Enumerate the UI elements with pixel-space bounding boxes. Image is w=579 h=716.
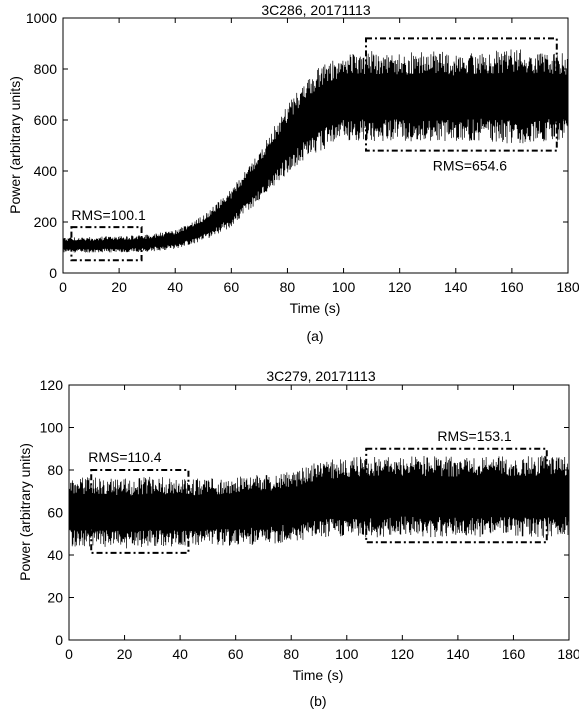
x-tick-label: 60 (224, 279, 240, 295)
panel-b: 3C279, 20171113 RMS=110.4 RMS=153.1 0 20 40… (17, 368, 579, 709)
rms-box (365, 37, 558, 152)
x-tick-label: 60 (228, 646, 244, 662)
rms-label: RMS=654.6 (433, 158, 508, 174)
x-tick-label: 100 (335, 646, 359, 662)
x-axis-label-a: Time (s) (290, 300, 341, 316)
y-tick-label: 40 (47, 547, 63, 563)
rms-label: RMS=100.1 (71, 207, 146, 223)
chart-title-a: 3C286, 20171113 (261, 2, 370, 18)
caption-a: (a) (306, 328, 323, 344)
y-tick-label: 800 (34, 61, 58, 77)
y-tick-label: 80 (47, 462, 63, 478)
y-tick-label: 60 (47, 505, 63, 521)
rms-box (365, 447, 548, 544)
rms-label: RMS=110.4 (88, 449, 161, 465)
x-tick-label: 20 (117, 646, 133, 662)
y-tick-label: 100 (40, 420, 64, 436)
x-tick-label: 140 (446, 646, 470, 662)
x-tick-label: 0 (65, 646, 73, 662)
x-axis-label-b: Time (s) (293, 667, 344, 683)
x-tick-label: 0 (59, 279, 67, 295)
plot-b-x-ticks: 0 20 40 60 80 100 120 140 160 180 (65, 385, 579, 662)
y-tick-label: 20 (47, 590, 63, 606)
x-tick-label: 80 (280, 279, 296, 295)
y-tick-label: 200 (34, 214, 58, 230)
x-tick-label: 180 (557, 646, 579, 662)
rms-box (70, 226, 143, 262)
plot-a-annotations: RMS=100.1 RMS=654.6 (70, 37, 558, 262)
y-tick-label: 0 (49, 265, 57, 281)
caption-b: (b) (309, 693, 326, 709)
rms-label: RMS=153.1 (437, 428, 512, 444)
x-tick-label: 140 (444, 279, 468, 295)
x-tick-label: 180 (556, 279, 579, 295)
series-trace (62, 49, 569, 253)
plot-a-x-ticks: 0 20 40 60 80 100 120 140 160 180 (59, 18, 579, 295)
plot-b-annotations: RMS=110.4 RMS=153.1 (88, 428, 548, 554)
plot-a-y-ticks: 0 200 400 600 800 1000 (26, 10, 568, 281)
x-tick-label: 120 (391, 646, 415, 662)
chart-title-b: 3C279, 20171113 (266, 368, 375, 384)
x-tick-label: 100 (332, 279, 356, 295)
plot-b-y-ticks: 0 20 40 60 80 100 120 (40, 377, 569, 648)
plot-b-data (68, 455, 570, 549)
y-tick-label: 120 (40, 377, 64, 393)
x-tick-label: 40 (167, 279, 183, 295)
y-tick-label: 1000 (26, 10, 57, 26)
panel-a: 3C286, 20171113 RMS=100.1 RMS=654.6 0 20 40… (7, 2, 579, 344)
x-tick-label: 80 (283, 646, 299, 662)
plot-a-frame (62, 17, 569, 274)
y-axis-label-b: Power (arbitrary units) (17, 443, 33, 581)
x-tick-label: 160 (500, 279, 524, 295)
x-tick-label: 20 (111, 279, 127, 295)
y-tick-label: 400 (34, 163, 58, 179)
y-tick-label: 600 (34, 112, 58, 128)
rms-box (90, 469, 190, 554)
y-axis-label-a: Power (arbitrary units) (7, 76, 23, 214)
x-tick-label: 40 (172, 646, 188, 662)
x-tick-label: 160 (502, 646, 526, 662)
series-trace (68, 455, 570, 549)
y-tick-label: 0 (55, 632, 63, 648)
plot-a-data (62, 49, 569, 253)
x-tick-label: 120 (388, 279, 412, 295)
